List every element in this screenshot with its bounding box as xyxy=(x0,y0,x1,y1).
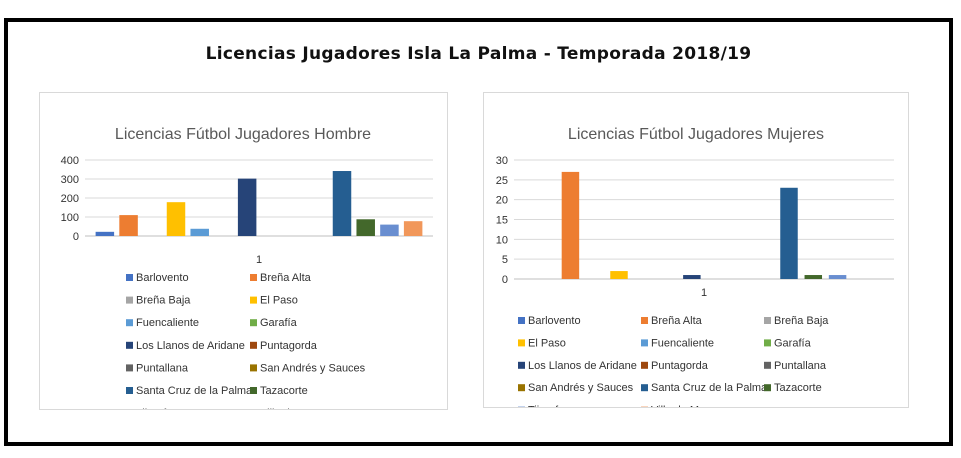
men-y-tick-label: 0 xyxy=(73,231,79,243)
men-bar xyxy=(166,202,186,236)
men-bar xyxy=(403,221,423,236)
men-y-tick-label: 100 xyxy=(61,212,79,224)
women-legend-swatch xyxy=(641,339,648,347)
women-legend-swatch xyxy=(641,361,648,369)
men-title: Licencias Fútbol Jugadores Hombre xyxy=(115,126,371,143)
women-x-tick-label: 1 xyxy=(701,287,707,299)
women-legend-swatch xyxy=(518,317,525,324)
women-legend-swatch xyxy=(764,317,771,324)
women-bar xyxy=(804,275,823,279)
chart-men-svg: Licencias Fútbol Jugadores Hombre 0 100 200… xyxy=(61,126,433,409)
men-legend-swatch xyxy=(126,319,133,327)
men-y-tick-label: 400 xyxy=(61,155,79,167)
men-legend-label: Tazacorte xyxy=(260,385,308,397)
women-bar xyxy=(780,187,798,279)
women-legend-swatch xyxy=(641,384,648,392)
men-bar xyxy=(356,219,375,236)
men-legend-label: Breña Baja xyxy=(136,295,191,307)
men-legend-label: Tijarafe xyxy=(136,408,172,409)
men-bar xyxy=(95,231,115,236)
women-y-tick-label: 30 xyxy=(496,155,508,167)
men-legend-swatch xyxy=(250,274,257,281)
women-y-tick-label: 20 xyxy=(496,195,508,207)
women-legend-swatch xyxy=(764,384,771,392)
women-legend-swatch xyxy=(518,361,525,369)
women-legend-label: San Andrés y Sauces xyxy=(528,382,634,394)
men-legend-label: Garafía xyxy=(260,317,298,329)
men-legend-swatch xyxy=(250,387,257,394)
women-title: Licencias Fútbol Jugadores Mujeres xyxy=(568,126,824,143)
men-legend-label: El Paso xyxy=(260,295,298,307)
women-y-tick-label: 10 xyxy=(496,234,508,246)
women-legend-label: Tijarafe xyxy=(528,405,564,407)
women-y-tick-label: 15 xyxy=(496,215,508,227)
women-legend-swatch xyxy=(764,339,771,347)
women-legend-swatch xyxy=(641,317,648,324)
men-bar xyxy=(190,228,209,236)
women-legend-label: Barlovento xyxy=(528,315,581,327)
men-legend-swatch xyxy=(126,296,133,304)
men-y-tick-label: 300 xyxy=(61,174,79,186)
women-legend-label: Puntagorda xyxy=(651,360,709,372)
figure-frame: Licencias Jugadores Isla La Palma - Temp… xyxy=(4,18,953,446)
women-legend-label: Fuencaliente xyxy=(651,337,714,349)
women-bar xyxy=(610,271,628,279)
women-legend-label: Breña Alta xyxy=(651,315,703,327)
men-legend-swatch xyxy=(250,296,257,304)
men-legend-label: Breña Alta xyxy=(260,272,312,284)
women-legend-label: Santa Cruz de la Palma xyxy=(651,382,768,394)
men-legend-label: Fuencaliente xyxy=(136,317,199,329)
women-bar xyxy=(561,171,580,279)
men-legend-label: Barlovento xyxy=(136,272,189,284)
women-legend-swatch xyxy=(518,384,525,392)
men-legend-swatch xyxy=(126,364,133,372)
men-legend-label: Puntallana xyxy=(136,362,189,374)
men-legend-label: San Andrés y Sauces xyxy=(260,362,366,374)
women-legend-label: Villa de Mazo xyxy=(651,405,717,407)
men-bar xyxy=(380,224,399,236)
men-bar xyxy=(119,215,138,236)
men-bar xyxy=(237,178,257,236)
men-legend-label: Puntagorda xyxy=(260,340,318,352)
men-legend-swatch xyxy=(250,319,257,327)
women-legend-label: Garafía xyxy=(774,337,812,349)
page-title: Licencias Jugadores Isla La Palma - Temp… xyxy=(205,44,752,64)
chart-men: Licencias Fútbol Jugadores Hombre 0 100 200… xyxy=(39,92,448,410)
men-legend-swatch xyxy=(250,364,257,372)
women-legend-swatch xyxy=(518,339,525,347)
women-y-tick-label: 0 xyxy=(502,274,508,286)
men-legend-swatch xyxy=(126,387,133,394)
men-x-tick-label: 1 xyxy=(256,254,262,266)
women-legend-label: Tazacorte xyxy=(774,382,822,394)
men-y-tick-label: 200 xyxy=(61,193,79,205)
men-legend-label: Santa Cruz de la Palma xyxy=(136,385,253,397)
men-legend-label: Villa de Mazo xyxy=(260,408,326,409)
women-y-tick-label: 25 xyxy=(496,175,508,187)
men-legend-swatch xyxy=(126,341,133,349)
women-legend-label: Breña Baja xyxy=(774,315,829,327)
women-legend-swatch xyxy=(764,361,771,369)
women-legend-label: Los Llanos de Aridane xyxy=(528,360,637,372)
women-bar xyxy=(683,275,701,279)
men-legend-swatch xyxy=(126,274,133,281)
chart-women-svg: Licencias Fútbol Jugadores Mujeres 0 5 10 15… xyxy=(496,126,894,407)
women-legend-label: Puntallana xyxy=(774,360,827,372)
women-legend-label: El Paso xyxy=(528,337,566,349)
men-legend-swatch xyxy=(250,341,257,349)
chart-women: Licencias Fútbol Jugadores Mujeres 0 5 10 15… xyxy=(483,92,909,408)
women-bar xyxy=(828,275,847,279)
women-y-tick-label: 5 xyxy=(502,254,508,266)
men-bar xyxy=(332,171,352,236)
men-legend-label: Los Llanos de Aridane xyxy=(136,340,245,352)
